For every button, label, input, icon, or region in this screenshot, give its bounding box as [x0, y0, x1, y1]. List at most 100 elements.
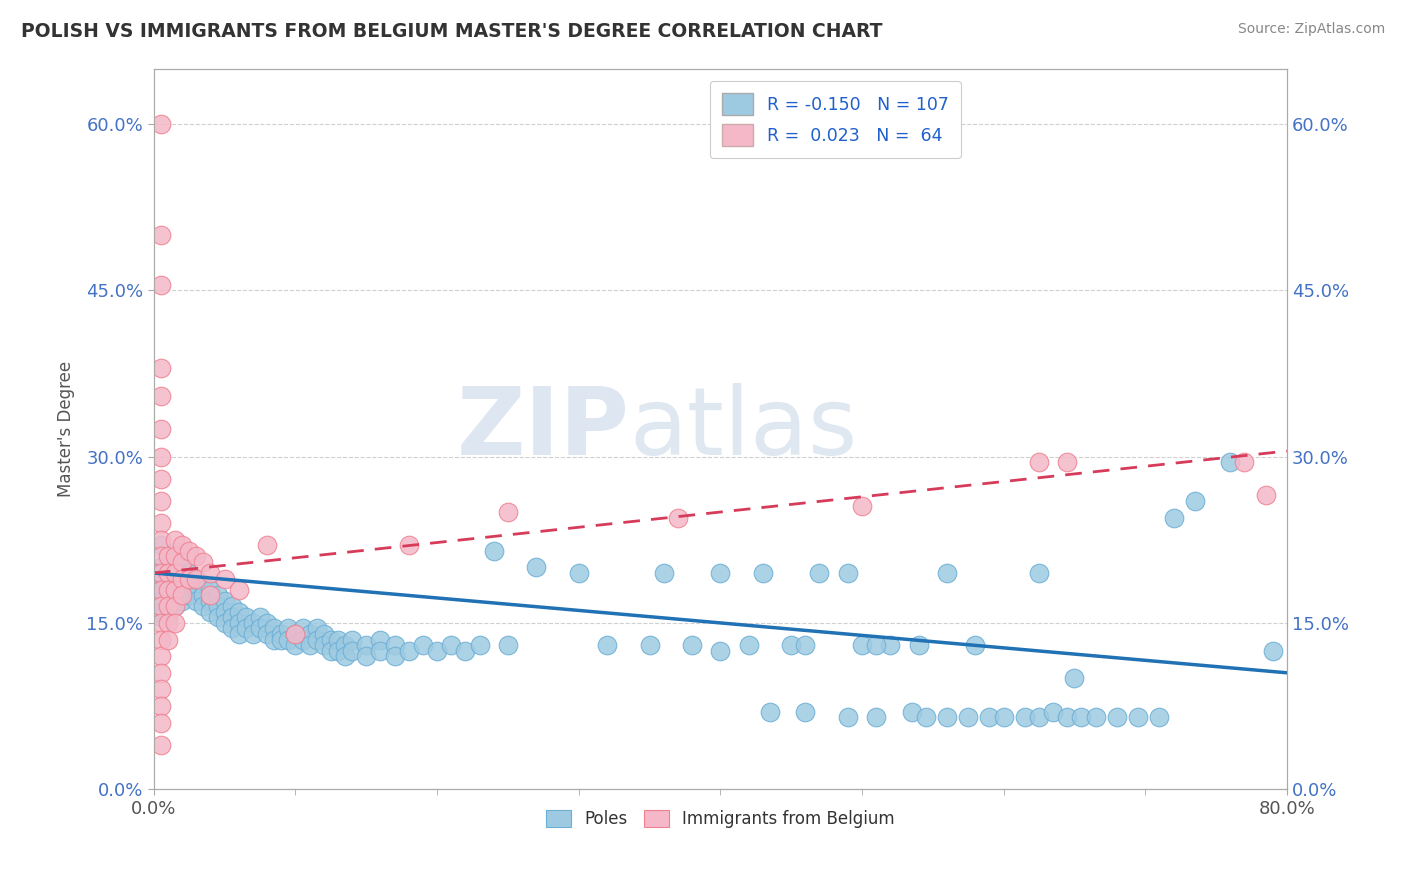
- Point: [370, 643, 392, 657]
- Point: [681, 638, 703, 652]
- Point: [709, 566, 731, 580]
- Point: [752, 566, 775, 580]
- Point: [221, 599, 243, 614]
- Point: [356, 649, 378, 664]
- Point: [149, 715, 172, 730]
- Point: [1070, 710, 1092, 724]
- Point: [186, 593, 208, 607]
- Point: [149, 533, 172, 547]
- Point: [172, 538, 194, 552]
- Point: [957, 710, 980, 724]
- Point: [172, 572, 194, 586]
- Point: [291, 632, 314, 647]
- Point: [1233, 455, 1256, 469]
- Point: [149, 605, 172, 619]
- Point: [865, 638, 887, 652]
- Point: [165, 599, 187, 614]
- Point: [1063, 671, 1085, 685]
- Point: [172, 588, 194, 602]
- Point: [149, 566, 172, 580]
- Point: [149, 572, 172, 586]
- Point: [398, 538, 420, 552]
- Point: [149, 665, 172, 680]
- Point: [298, 638, 321, 652]
- Point: [165, 533, 187, 547]
- Point: [1184, 494, 1206, 508]
- Point: [1254, 488, 1277, 502]
- Point: [149, 549, 172, 564]
- Point: [794, 705, 817, 719]
- Point: [149, 699, 172, 714]
- Point: [837, 566, 859, 580]
- Point: [214, 615, 236, 630]
- Point: [242, 627, 264, 641]
- Point: [284, 627, 307, 641]
- Point: [221, 622, 243, 636]
- Point: [1028, 710, 1050, 724]
- Point: [440, 638, 463, 652]
- Point: [1126, 710, 1149, 724]
- Point: [1084, 710, 1107, 724]
- Point: [284, 627, 307, 641]
- Point: [200, 588, 222, 602]
- Point: [149, 582, 172, 597]
- Point: [149, 450, 172, 464]
- Point: [149, 560, 172, 574]
- Point: [979, 710, 1001, 724]
- Point: [277, 622, 299, 636]
- Point: [340, 643, 363, 657]
- Point: [200, 566, 222, 580]
- Point: [228, 615, 250, 630]
- Point: [165, 615, 187, 630]
- Point: [186, 572, 208, 586]
- Point: [207, 588, 229, 602]
- Point: [235, 622, 257, 636]
- Point: [172, 593, 194, 607]
- Point: [284, 638, 307, 652]
- Point: [149, 538, 172, 552]
- Point: [794, 638, 817, 652]
- Point: [326, 643, 349, 657]
- Point: [179, 572, 201, 586]
- Point: [298, 627, 321, 641]
- Point: [249, 610, 271, 624]
- Point: [149, 615, 172, 630]
- Point: [200, 593, 222, 607]
- Point: [935, 566, 957, 580]
- Point: [156, 588, 179, 602]
- Point: [186, 572, 208, 586]
- Point: [1056, 455, 1078, 469]
- Point: [384, 638, 406, 652]
- Point: [965, 638, 987, 652]
- Point: [228, 627, 250, 641]
- Point: [165, 599, 187, 614]
- Text: ZIP: ZIP: [457, 383, 630, 475]
- Point: [200, 605, 222, 619]
- Point: [496, 505, 519, 519]
- Point: [808, 566, 831, 580]
- Point: [356, 638, 378, 652]
- Point: [193, 577, 215, 591]
- Point: [270, 627, 292, 641]
- Point: [907, 638, 929, 652]
- Point: [879, 638, 901, 652]
- Point: [149, 593, 172, 607]
- Point: [179, 577, 201, 591]
- Point: [149, 682, 172, 697]
- Point: [270, 632, 292, 647]
- Point: [256, 538, 278, 552]
- Point: [837, 710, 859, 724]
- Point: [165, 577, 187, 591]
- Point: [914, 710, 936, 724]
- Point: [398, 643, 420, 657]
- Point: [256, 627, 278, 641]
- Point: [186, 549, 208, 564]
- Point: [172, 555, 194, 569]
- Point: [179, 566, 201, 580]
- Point: [1028, 566, 1050, 580]
- Point: [1261, 643, 1284, 657]
- Point: [312, 638, 335, 652]
- Point: [228, 605, 250, 619]
- Point: [149, 632, 172, 647]
- Point: [156, 599, 179, 614]
